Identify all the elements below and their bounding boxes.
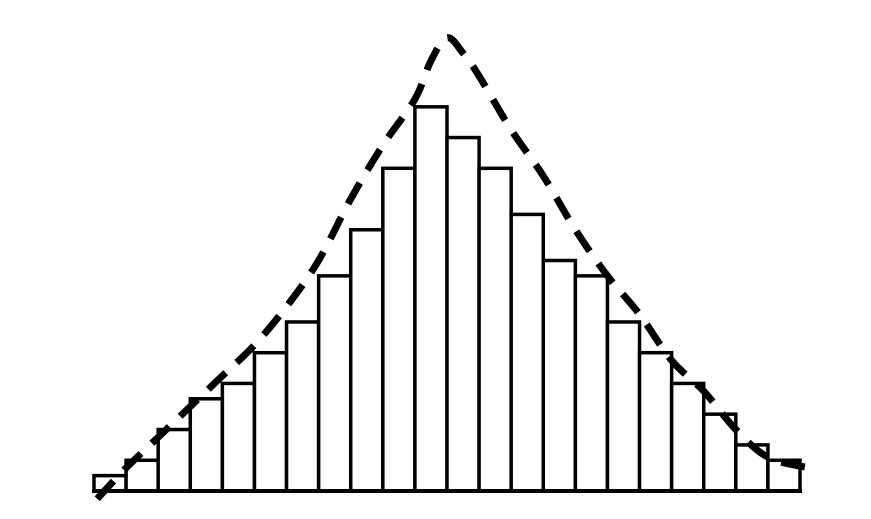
- histogram-bar-16: [573, 274, 610, 493]
- histogram-bar-12: [445, 135, 481, 493]
- bars-layer: [92, 105, 802, 493]
- dashed-distribution-curve: [94, 34, 811, 502]
- histogram-bar-19: [669, 381, 706, 493]
- histogram-bar-11: [413, 105, 449, 493]
- histogram-bar-15: [541, 258, 578, 493]
- histogram-bar-4: [188, 397, 225, 493]
- histogram-bar-6: [252, 350, 289, 493]
- histogram-bar-3: [156, 427, 193, 493]
- histogram-bar-14: [509, 212, 546, 493]
- histogram-bar-8: [316, 274, 353, 493]
- histogram-bar-17: [605, 320, 642, 493]
- histogram-bar-9: [348, 228, 385, 493]
- histogram-bar-18: [637, 350, 674, 493]
- histogram-bar-10: [381, 166, 417, 493]
- histogram-bar-13: [477, 166, 513, 493]
- histogram-bar-5: [220, 381, 257, 493]
- histogram-bar-7: [284, 320, 321, 493]
